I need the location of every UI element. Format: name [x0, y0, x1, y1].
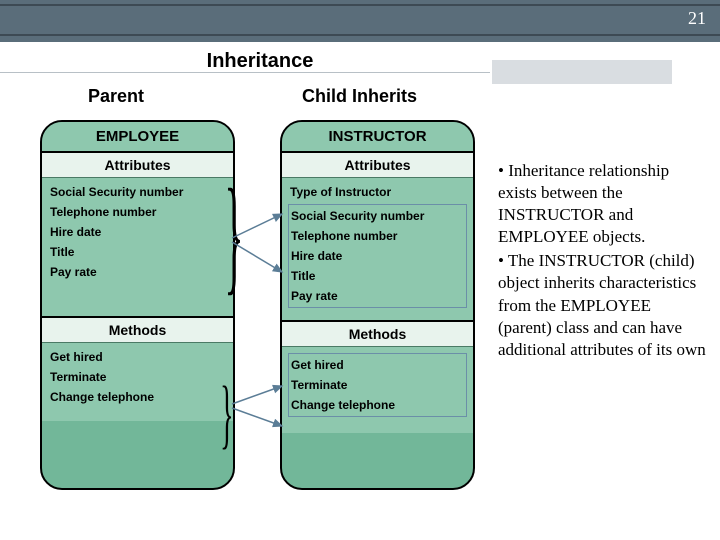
child-attributes-list: Type of Instructor Social Security numbe…: [282, 178, 473, 322]
bullet-item: • The INSTRUCTOR (child) object inherits…: [498, 250, 708, 360]
child-object-name: INSTRUCTOR: [282, 122, 473, 153]
attr-item: Social Security number: [50, 182, 225, 202]
inheritance-diagram: Inheritance Parent Child Inherits EMPLOY…: [40, 50, 480, 520]
method-item: Change telephone: [50, 387, 225, 407]
parent-methods-label: Methods: [42, 318, 233, 343]
attr-item: Title: [291, 266, 464, 286]
attr-item: Pay rate: [50, 262, 225, 282]
child-object-box: INSTRUCTOR Attributes Type of Instructor…: [280, 120, 475, 490]
child-column-label: Child Inherits: [302, 86, 417, 107]
attr-item: Pay rate: [291, 286, 464, 306]
diagram-title: Inheritance: [40, 50, 480, 73]
method-item: Terminate: [50, 367, 225, 387]
child-methods-list: Get hired Terminate Change telephone: [282, 347, 473, 433]
method-item: Terminate: [291, 375, 464, 395]
child-methods-label: Methods: [282, 322, 473, 347]
inherited-methods-box: Get hired Terminate Change telephone: [288, 353, 467, 417]
attr-item: Social Security number: [291, 206, 464, 226]
child-attributes-label: Attributes: [282, 153, 473, 178]
attr-item: Hire date: [291, 246, 464, 266]
parent-object-box: EMPLOYEE Attributes Social Security numb…: [40, 120, 235, 490]
parent-attributes-label: Attributes: [42, 153, 233, 178]
attr-item: Telephone number: [291, 226, 464, 246]
parent-methods-list: Get hired Terminate Change telephone: [42, 343, 233, 421]
page-number: 21: [688, 8, 706, 29]
brace-icon: }: [220, 388, 233, 442]
attr-item: Type of Instructor: [290, 182, 465, 202]
attr-item: Telephone number: [50, 202, 225, 222]
attr-item: Hire date: [50, 222, 225, 242]
header-accent-block: [492, 60, 672, 84]
slide-header: 21: [0, 0, 720, 42]
bullet-item: • Inheritance relationship exists betwee…: [498, 160, 708, 248]
header-rule-top: [0, 4, 720, 6]
header-rule-bottom: [0, 34, 720, 36]
parent-column-label: Parent: [88, 86, 144, 107]
parent-object-name: EMPLOYEE: [42, 122, 233, 153]
brace-icon: }: [224, 190, 243, 281]
inherited-attributes-box: Social Security number Telephone number …: [288, 204, 467, 308]
bullet-text-block: • Inheritance relationship exists betwee…: [498, 160, 708, 363]
method-item: Change telephone: [291, 395, 464, 415]
method-item: Get hired: [50, 347, 225, 367]
method-item: Get hired: [291, 355, 464, 375]
attr-item: Title: [50, 242, 225, 262]
parent-attributes-list: Social Security number Telephone number …: [42, 178, 233, 318]
